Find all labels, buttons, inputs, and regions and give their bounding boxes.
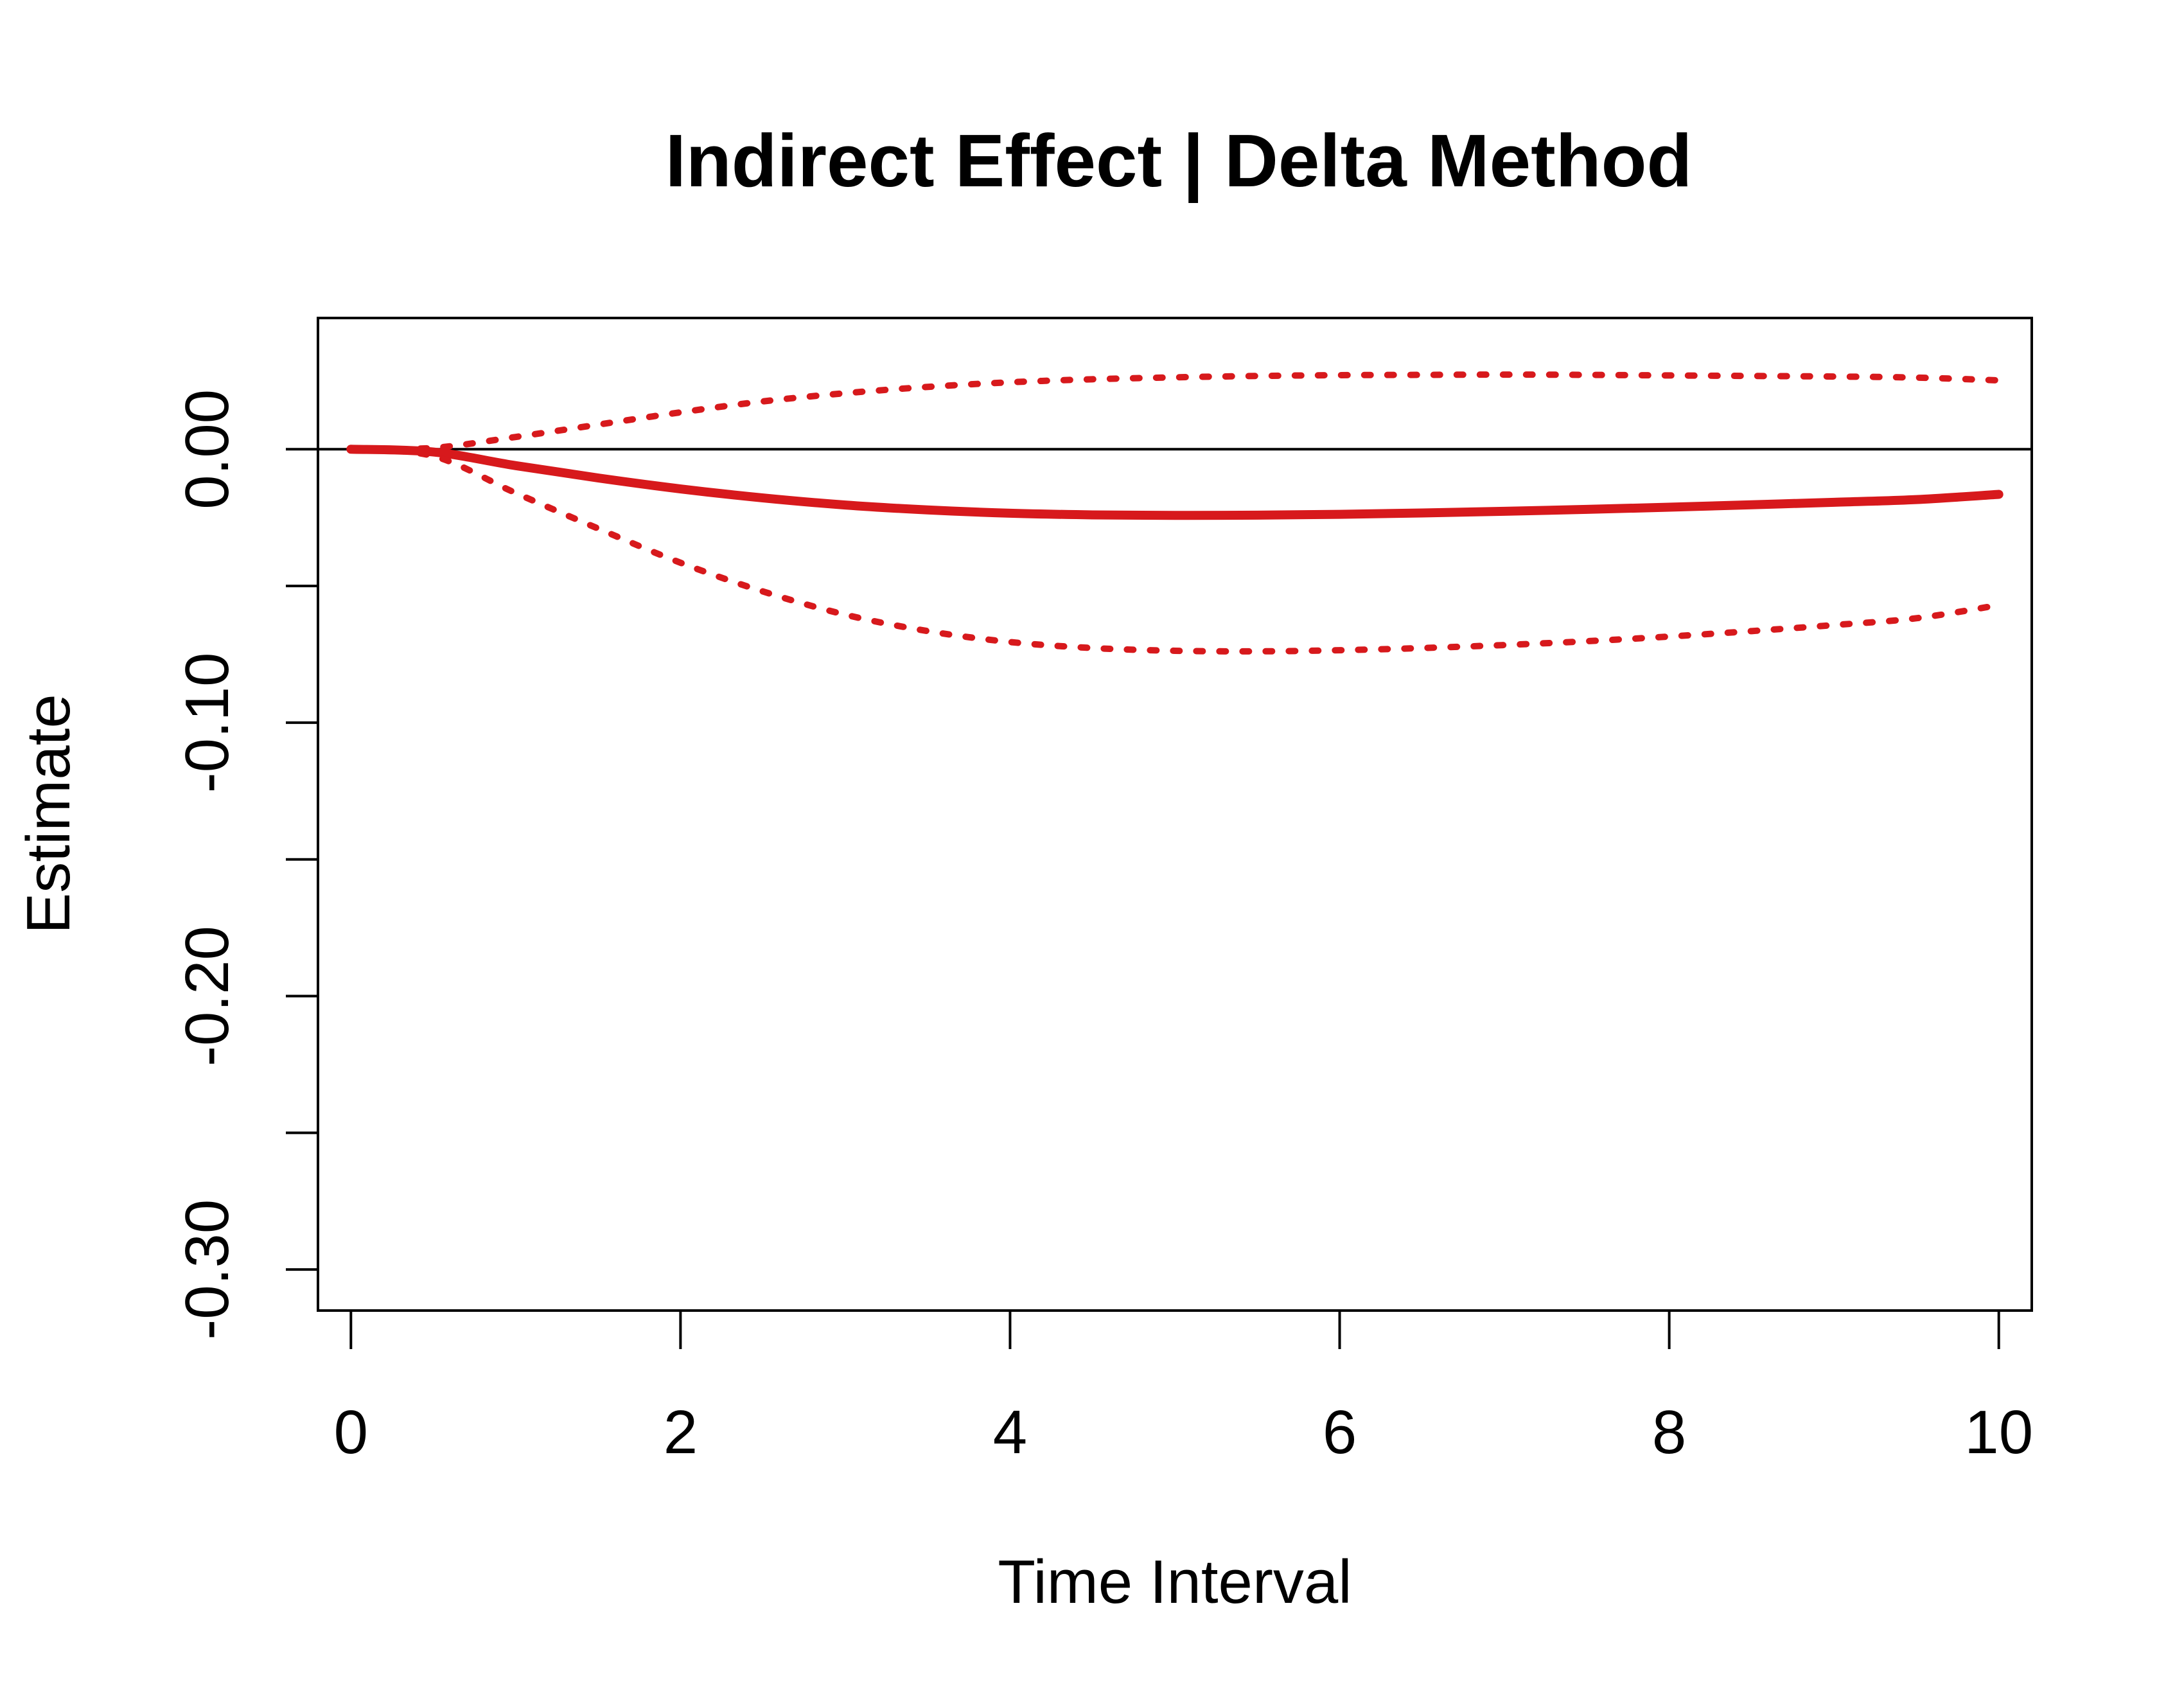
- x-tick-label: 4: [993, 1398, 1027, 1467]
- x-tick-label: 6: [1323, 1398, 1357, 1467]
- chart-title: Indirect Effect | Delta Method: [665, 119, 1693, 203]
- y-axis-title: Estimate: [14, 694, 83, 933]
- x-axis: 0 2 4 6 8 10: [334, 1309, 2033, 1467]
- series-line-lower: [348, 446, 2002, 655]
- x-tick-label: 0: [334, 1398, 368, 1467]
- x-tick-label: 8: [1652, 1398, 1686, 1467]
- y-axis: 0.00 -0.10 -0.20 -0.30: [173, 389, 318, 1340]
- series-layer: [346, 371, 2003, 655]
- y-tick-label: -0.20: [173, 926, 242, 1066]
- series-line-estimate: [346, 445, 2003, 520]
- y-tick-label: -0.30: [173, 1199, 242, 1340]
- y-tick-label: 0.00: [173, 389, 242, 509]
- x-tick-label: 2: [664, 1398, 698, 1467]
- y-tick-label: -0.10: [173, 653, 242, 793]
- plot-frame: [317, 317, 2033, 1312]
- x-tick-label: 10: [1964, 1398, 2033, 1467]
- x-axis-title: Time Interval: [998, 1548, 1352, 1616]
- series-line-upper: [348, 371, 2002, 453]
